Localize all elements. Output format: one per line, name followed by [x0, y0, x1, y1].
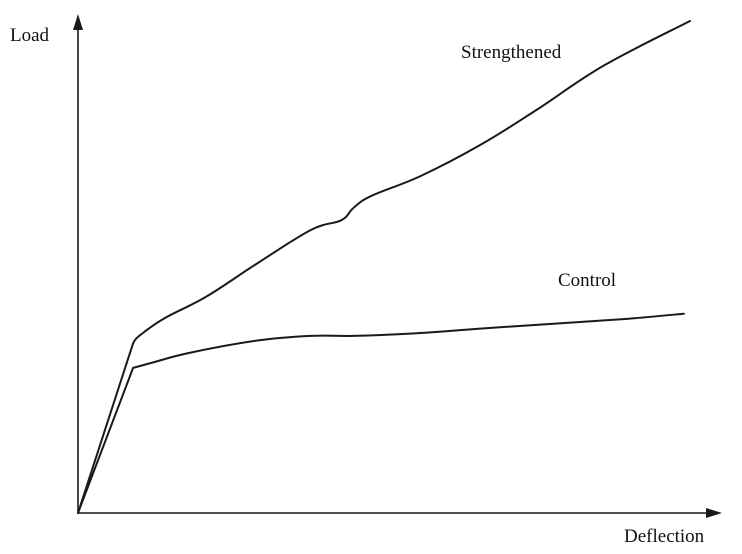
axes — [73, 14, 722, 518]
x-axis-label: Deflection — [624, 526, 705, 547]
series-group — [77, 20, 691, 514]
series-line-strengthened — [77, 20, 691, 514]
series-label-strengthened: Strengthened — [461, 42, 562, 63]
y-axis-label: Load — [10, 25, 50, 46]
series-line-control — [77, 312, 685, 514]
x-axis-arrow-icon — [706, 508, 722, 518]
series-label-control: Control — [558, 270, 616, 291]
y-axis-arrow-icon — [73, 14, 83, 30]
